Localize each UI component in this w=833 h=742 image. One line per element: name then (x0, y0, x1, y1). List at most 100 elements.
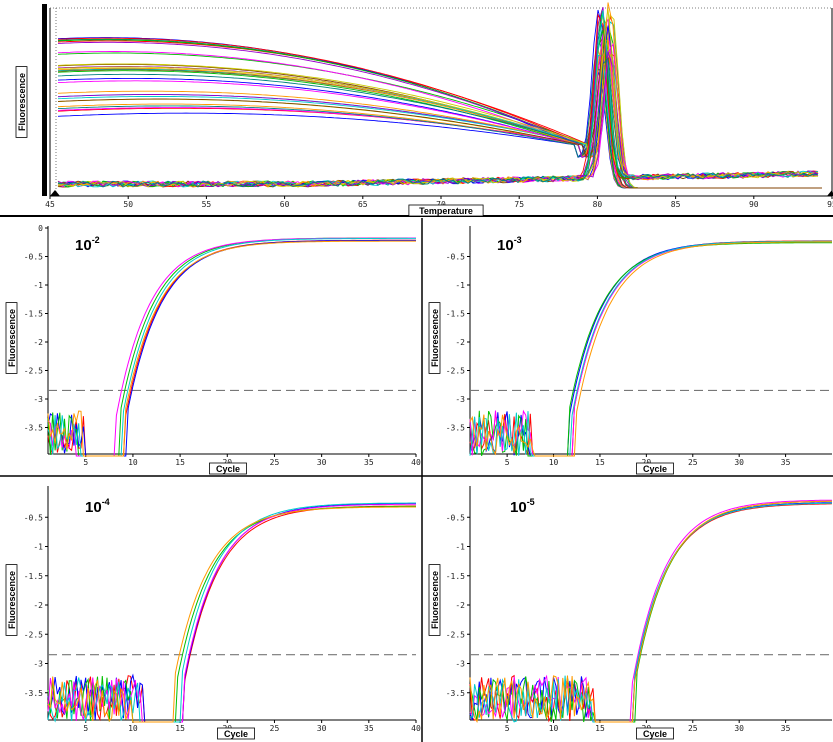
series-line (57, 39, 822, 189)
series-line (47, 237, 416, 457)
y-tick-label: -2 (455, 338, 465, 347)
y-axis-label: Fluorescence (5, 564, 18, 636)
x-axis-label: Cycle (636, 727, 674, 740)
x-tick-label: 15 (175, 724, 185, 733)
series-line (47, 240, 416, 457)
x-tick-label: 25 (270, 458, 280, 467)
y-axis-label-text: Fluorescence (7, 571, 17, 629)
series-line (57, 57, 819, 188)
series-line (47, 502, 416, 723)
x-axis-label-box (636, 727, 674, 740)
dilution-label: 10-3 (497, 235, 522, 254)
x-tick-label: 25 (688, 458, 698, 467)
y-tick-label: -2 (455, 601, 465, 610)
x-axis-label-text: Cycle (643, 464, 667, 474)
x-axis-label-box (209, 462, 247, 475)
x-tick-label: 40 (411, 458, 421, 467)
dilution-label: 10-2 (75, 235, 100, 254)
series-line (469, 241, 832, 457)
series-line (469, 502, 833, 723)
x-tick-label: 10 (549, 724, 559, 733)
y-tick-label: -1.5 (24, 310, 43, 319)
y-tick-label: -2 (33, 338, 43, 347)
x-axis-label: Cycle (636, 462, 674, 475)
series-line (57, 69, 822, 189)
y-tick-label: -3 (33, 660, 43, 669)
x-axis-label-text: Temperature (419, 206, 473, 216)
y-tick-label: -3 (33, 395, 43, 404)
dilution-label-base: 10 (510, 499, 527, 516)
y-axis-label-text: Fluorescence (7, 309, 17, 367)
dilution-label-exponent: -4 (102, 497, 110, 507)
dilution-label-base: 10 (497, 237, 514, 254)
y-tick-label: -3.5 (446, 424, 465, 433)
series-line (57, 9, 819, 188)
axis-marker (827, 190, 833, 196)
y-tick-label: -3.5 (24, 424, 43, 433)
y-axis-label-text: Fluorescence (430, 571, 440, 629)
series-line (47, 506, 416, 723)
x-tick-label: 35 (364, 458, 374, 467)
axis-marker (50, 190, 60, 196)
dilution-label-exponent: -3 (514, 235, 522, 245)
series-line (47, 237, 416, 457)
x-tick-label: 30 (317, 458, 327, 467)
series-line (469, 240, 832, 457)
series-line (47, 237, 416, 457)
x-tick-label: 15 (175, 458, 185, 467)
x-tick-label: 35 (781, 724, 791, 733)
series-line (469, 241, 832, 457)
y-axis-label: Fluorescence (428, 302, 441, 374)
series-line (469, 240, 832, 457)
x-tick-label: 25 (270, 724, 280, 733)
y-tick-label: -1 (33, 543, 43, 552)
series-line (57, 11, 822, 189)
x-axis-label: Cycle (217, 727, 255, 740)
x-tick-label: 25 (688, 724, 698, 733)
panel-dil-2: 5 10 15 20 25 30 35 40 Cycle Fluorescence 0 -0.5 -1 -… (5, 224, 421, 475)
y-tick-label: -2.5 (24, 630, 43, 639)
x-tick-label: 5 (83, 458, 88, 467)
y-tick-label: -0.5 (24, 513, 43, 522)
y-tick-label: -3 (455, 395, 465, 404)
x-tick-label: 40 (411, 724, 421, 733)
panel-dil-4: 510152025303540CycleFluorescence-0.5-1-1… (5, 486, 421, 740)
y-axis-label: Fluorescence (428, 564, 441, 636)
y-tick-label: -0.5 (446, 513, 465, 522)
x-tick-label: 5 (505, 458, 510, 467)
y-tick-label: -1.5 (446, 572, 465, 581)
x-tick-label: 60 (280, 200, 290, 209)
x-tick-label: 75 (514, 200, 524, 209)
x-tick-label: 45 (45, 200, 55, 209)
y-tick-label: -2 (33, 601, 43, 610)
x-axis-label-text: Cycle (224, 729, 248, 739)
y-axis-label-box (5, 302, 18, 374)
x-tick-label: 35 (781, 458, 791, 467)
y-tick-label: -3.5 (24, 689, 43, 698)
y-axis-label-box (15, 66, 28, 138)
y-tick-label: 0 (38, 224, 43, 233)
y-tick-label: -2.5 (446, 367, 465, 376)
y-axis-label-box (428, 564, 441, 636)
x-axis-label-box (636, 462, 674, 475)
y-axis-label-text: Fluorescence (430, 309, 440, 367)
axis-bar (42, 4, 47, 196)
x-tick-label: 30 (317, 724, 327, 733)
y-axis-label: Fluorescence (15, 66, 28, 138)
x-tick-label: 55 (202, 200, 212, 209)
x-tick-label: 65 (358, 200, 368, 209)
y-tick-label: -3.5 (446, 689, 465, 698)
x-axis-label-text: Cycle (216, 464, 240, 474)
x-tick-label: 50 (123, 200, 133, 209)
dilution-label-base: 10 (75, 237, 92, 254)
series-line (57, 68, 822, 189)
series-line (47, 505, 416, 723)
y-tick-label: -2.5 (24, 367, 43, 376)
x-tick-label: 15 (595, 458, 605, 467)
series-line (57, 63, 822, 189)
series-line (57, 54, 822, 189)
y-tick-label: -3 (455, 660, 465, 669)
dilution-label: 10-4 (85, 497, 110, 516)
y-axis-label-box (5, 564, 18, 636)
series-line (469, 242, 832, 457)
